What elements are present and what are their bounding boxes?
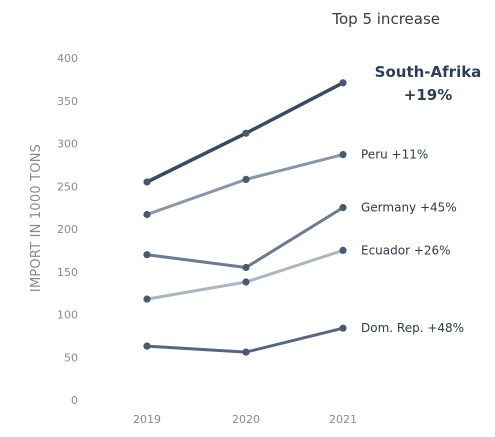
y-tick-label: 50	[64, 351, 78, 364]
chart-title: Top 5 increase	[331, 10, 440, 28]
series-end-label: South-Afrika	[375, 63, 482, 81]
y-tick-label: 300	[57, 138, 78, 151]
data-point	[242, 175, 250, 183]
y-tick-label: 100	[57, 309, 78, 322]
series-lines	[143, 79, 347, 356]
series-end-label: Ecuador +26%	[361, 243, 451, 257]
y-axis-ticks: 0 50 100 150 200 250 300 350 400	[57, 52, 78, 407]
y-tick-label: 200	[57, 223, 78, 236]
x-axis-ticks: 2019 2020 2021	[133, 413, 357, 426]
series-end-label-change: +19%	[404, 86, 452, 104]
data-point	[143, 251, 151, 259]
data-point	[339, 151, 347, 159]
y-tick-label: 150	[57, 266, 78, 279]
y-tick-label: 0	[71, 394, 78, 407]
series-end-label: Germany +45%	[361, 201, 457, 215]
data-point	[143, 178, 151, 186]
series-end-label: Peru +11%	[361, 148, 428, 162]
series-end-label: Dom. Rep. +48%	[361, 321, 464, 335]
data-point	[242, 278, 250, 286]
y-axis-label: IMPORT IN 1000 TONS	[29, 144, 44, 292]
data-point	[242, 348, 250, 356]
y-tick-label: 350	[57, 95, 78, 108]
data-point	[339, 79, 347, 87]
data-point	[143, 210, 151, 219]
series-line	[145, 326, 345, 354]
y-tick-label: 400	[57, 52, 78, 65]
data-point	[339, 204, 347, 212]
data-point	[339, 246, 347, 254]
data-point	[242, 263, 250, 272]
x-tick-label: 2021	[329, 413, 357, 426]
data-point	[143, 295, 151, 303]
series-line	[145, 153, 345, 216]
data-point	[242, 129, 250, 137]
data-point	[143, 342, 151, 350]
y-tick-label: 250	[57, 180, 78, 193]
series-labels: South-Afrika +19% Peru +11% Germany +45% Ecu…	[361, 63, 481, 335]
x-tick-label: 2020	[232, 413, 260, 426]
data-point	[339, 324, 347, 332]
x-tick-label: 2019	[133, 413, 161, 426]
